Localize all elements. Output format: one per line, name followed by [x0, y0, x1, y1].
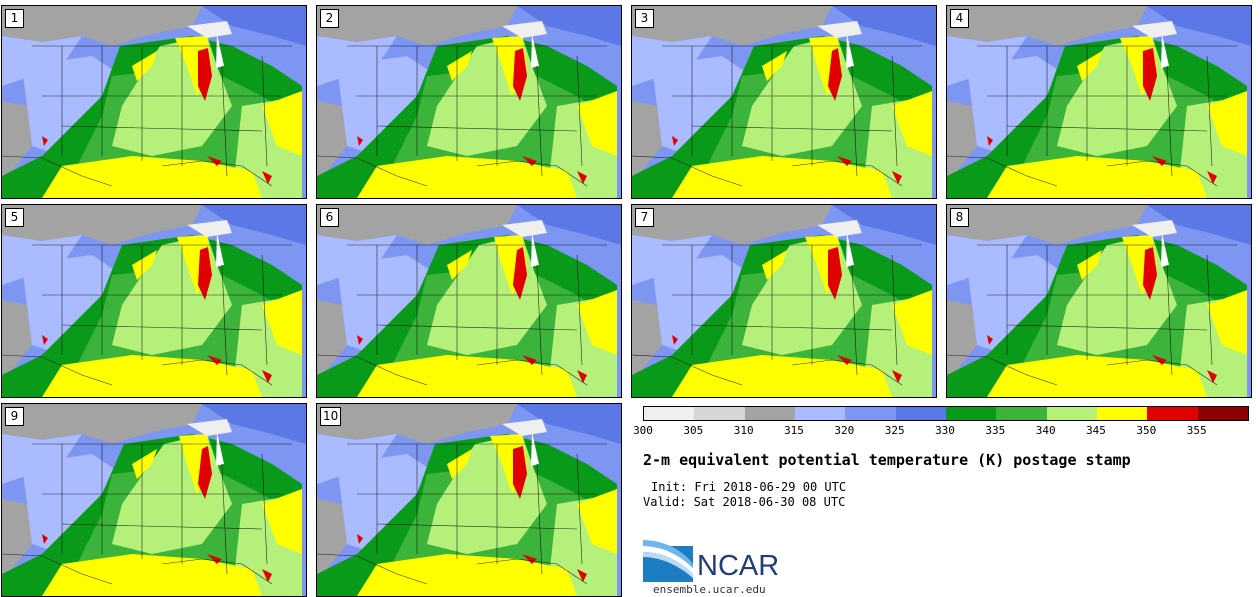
colorbar-tick-label: 320	[834, 424, 855, 437]
conus-map-image	[2, 404, 306, 596]
colorbar-tick-label: 350	[1136, 424, 1157, 437]
colorbar-segment	[1197, 407, 1248, 420]
chart-title: 2-m equivalent potential temperature (K)…	[643, 451, 1131, 469]
colorbar-tick-labels: 300 305 310 315 320 325 330 335 340 345 350 355	[633, 424, 1253, 438]
colorbar-segment	[1096, 407, 1148, 420]
colorbar-segment	[845, 407, 896, 420]
member-map-panel: 5	[1, 204, 307, 398]
member-number-label: 4	[950, 9, 969, 28]
colorbar-tick-label: 310	[733, 424, 754, 437]
colorbar-tick-label: 335	[985, 424, 1006, 437]
member-map-panel: 3	[631, 5, 937, 199]
colorbar-tick-label: 305	[683, 424, 704, 437]
colorbar-segment	[794, 407, 846, 420]
colorbar-tick-label: 315	[784, 424, 804, 437]
conus-map-image	[632, 205, 936, 397]
colorbar-tick-label: 355	[1186, 424, 1207, 437]
colorbar-tick-label: 325	[884, 424, 905, 437]
member-number-label: 7	[635, 208, 654, 227]
ncar-logo-icon	[643, 540, 693, 582]
member-map-panel: 4	[946, 5, 1252, 199]
member-map-panel: 7	[631, 204, 937, 398]
init-time: Init: Fri 2018-06-29 00 UTC	[651, 480, 847, 494]
member-number-label: 3	[635, 9, 654, 28]
conus-map-image	[632, 6, 936, 198]
member-map-panel: 9	[1, 403, 307, 597]
colorbar-segment	[1147, 407, 1198, 420]
colorbar-tick-label: 340	[1035, 424, 1056, 437]
conus-map-image	[2, 6, 306, 198]
colorbar-segment	[1046, 407, 1097, 420]
colorbar-tick-label: 300	[633, 424, 653, 437]
member-number-label: 9	[5, 407, 24, 426]
member-map-panel: 6	[316, 204, 622, 398]
colorbar-tick-label: 330	[935, 424, 955, 437]
member-map-panel: 1	[1, 5, 307, 199]
colorbar-segment	[895, 407, 946, 420]
colorbar-segment	[644, 407, 695, 420]
member-number-label: 10	[320, 407, 342, 426]
colorbar-segment	[744, 407, 795, 420]
conus-map-image	[947, 205, 1251, 397]
member-number-label: 6	[320, 208, 339, 227]
member-map-panel: 8	[946, 204, 1252, 398]
site-url: ensemble.ucar.edu	[653, 583, 766, 596]
member-number-label: 2	[320, 9, 339, 28]
member-number-label: 1	[5, 9, 24, 28]
conus-map-image	[947, 6, 1251, 198]
conus-map-image	[2, 205, 306, 397]
conus-map-image	[317, 205, 621, 397]
colorbar	[643, 406, 1249, 421]
colorbar-segment	[694, 407, 745, 420]
conus-map-image	[317, 404, 621, 596]
colorbar-segment	[996, 407, 1047, 420]
logo-text: NCAR	[697, 550, 780, 582]
member-number-label: 5	[5, 208, 24, 227]
colorbar-segment	[945, 407, 997, 420]
member-number-label: 8	[950, 208, 969, 227]
member-map-panel: 2	[316, 5, 622, 199]
member-map-panel: 10	[316, 403, 622, 597]
conus-map-image	[317, 6, 621, 198]
valid-time: Valid: Sat 2018-06-30 08 UTC	[643, 495, 846, 509]
colorbar-tick-label: 345	[1086, 424, 1106, 437]
